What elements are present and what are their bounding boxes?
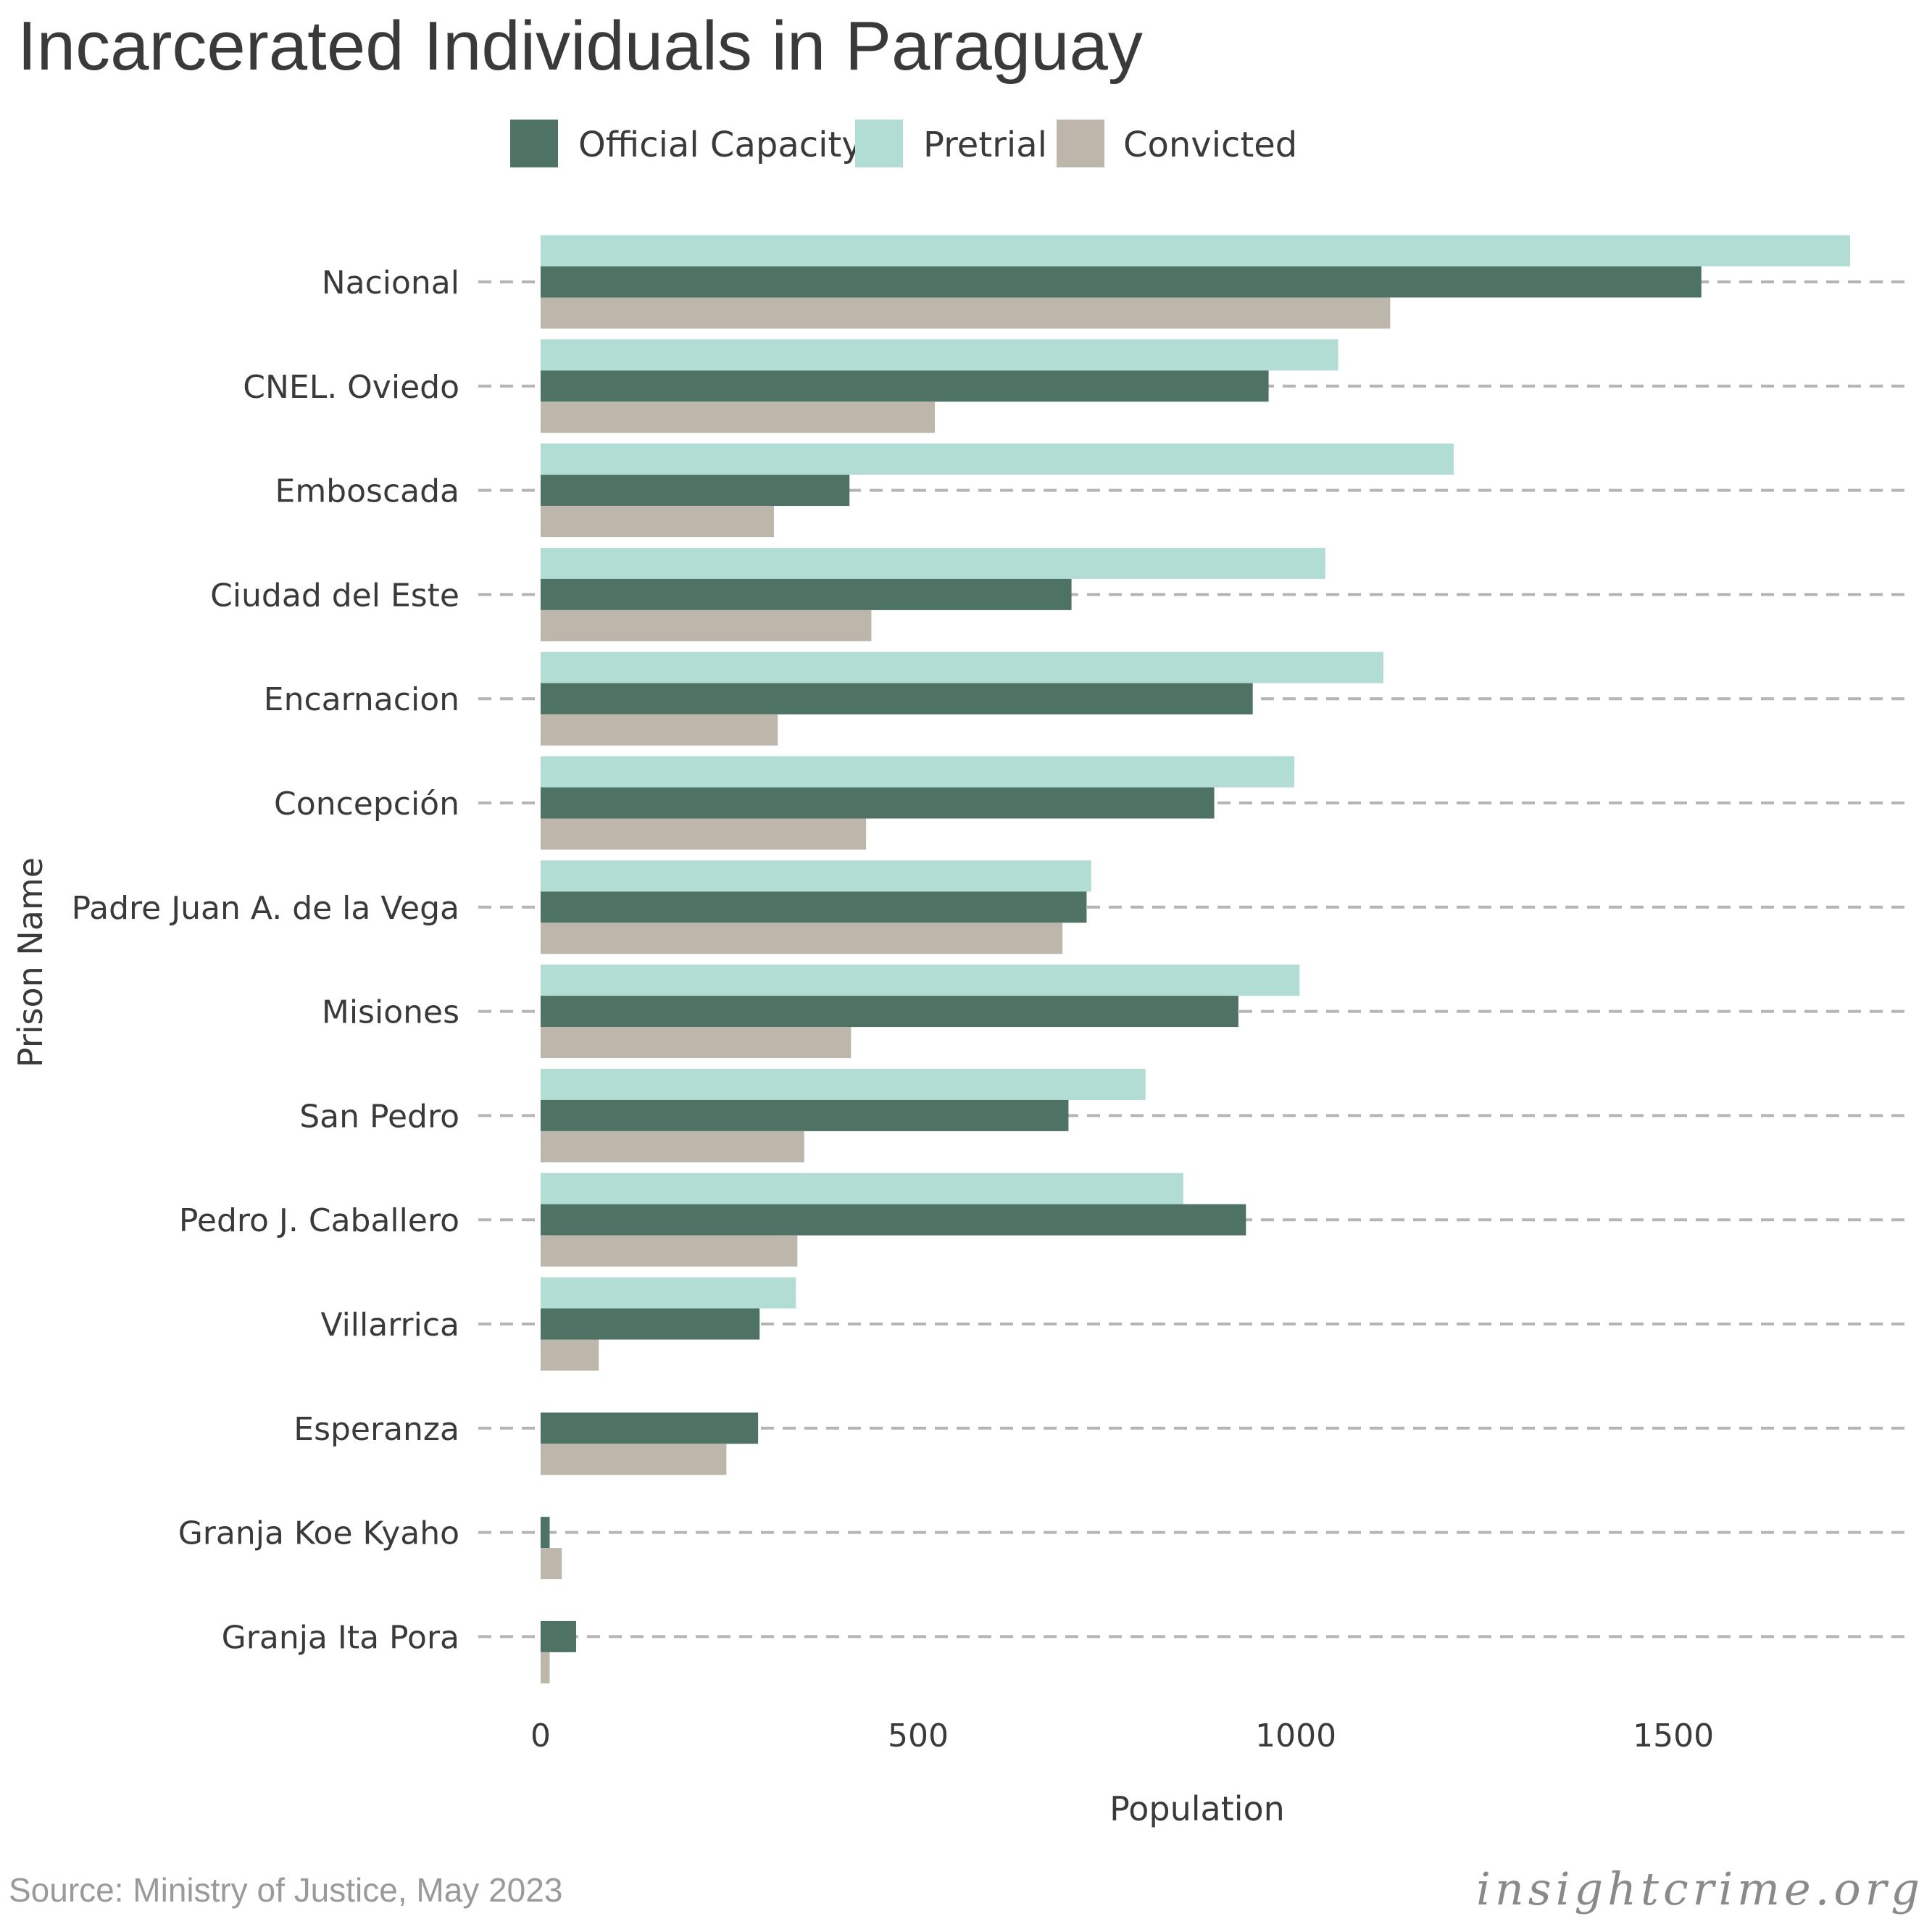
bar-pretrial <box>541 860 1091 892</box>
bar-convicted <box>541 609 872 641</box>
x-tick-label: 1000 <box>1255 1717 1336 1754</box>
bar-convicted <box>541 1131 804 1162</box>
x-axis-title: Population <box>1109 1789 1285 1828</box>
y-axis-title: Prison Name <box>11 857 50 1067</box>
bar-convicted <box>541 714 778 746</box>
legend-swatch <box>1057 120 1104 167</box>
legend-swatch <box>855 120 903 167</box>
bar-convicted <box>541 1235 798 1267</box>
source-note: Source: Ministry of Justice, May 2023 <box>9 1871 562 1909</box>
bar-official-capacity <box>541 1412 759 1444</box>
bar-official-capacity <box>541 266 1702 298</box>
bar-pretrial <box>541 651 1383 683</box>
legend-label: Convicted <box>1123 125 1297 165</box>
bar-official-capacity <box>541 370 1269 402</box>
bar-pretrial <box>541 1277 796 1309</box>
bar-convicted <box>541 1548 562 1580</box>
bar-pretrial <box>541 1173 1183 1204</box>
bar-convicted <box>541 401 935 433</box>
category-label: Encarnacion <box>264 681 459 718</box>
bar-official-capacity <box>541 1620 576 1652</box>
bar-official-capacity <box>541 1099 1069 1131</box>
bar-official-capacity <box>541 683 1253 715</box>
category-label: Granja Koe Kyaho <box>178 1515 459 1552</box>
bar-pretrial <box>541 235 1850 267</box>
bar-official-capacity <box>541 1308 760 1340</box>
bar-convicted <box>541 1027 852 1059</box>
bars <box>541 235 1850 1683</box>
category-labels: Nacional CNEL. Oviedo Emboscada Ciudad del … <box>72 265 459 1656</box>
category-label: San Pedro <box>299 1098 459 1135</box>
category-label: Padre Juan A. de la Vega <box>72 890 459 927</box>
x-tick-label: 0 <box>530 1717 551 1754</box>
category-label: Granja Ita Pora <box>222 1619 459 1656</box>
bar-pretrial <box>541 1068 1146 1100</box>
bar-pretrial <box>541 547 1325 579</box>
bar-convicted <box>541 1444 727 1475</box>
category-label: Nacional <box>322 265 459 301</box>
bar-official-capacity <box>541 578 1072 610</box>
x-tick-label: 500 <box>888 1717 949 1754</box>
bar-pretrial <box>541 756 1295 788</box>
bar-official-capacity <box>541 1204 1246 1236</box>
bar-official-capacity <box>541 787 1215 819</box>
category-label: Misiones <box>322 994 459 1031</box>
category-label: Pedro J. Caballero <box>179 1202 459 1239</box>
bar-convicted <box>541 1652 550 1683</box>
category-label: Ciudad del Este <box>210 577 459 614</box>
bar-convicted <box>541 1339 599 1371</box>
category-label: Villarrica <box>320 1307 459 1344</box>
legend-label: Pretrial <box>923 125 1047 165</box>
x-tick-label: 1500 <box>1633 1717 1714 1754</box>
bar-pretrial <box>541 965 1300 996</box>
bar-official-capacity <box>541 996 1238 1028</box>
category-label: CNEL. Oviedo <box>243 369 459 406</box>
category-label: Esperanza <box>293 1411 459 1448</box>
legend: Official Capacity Pretrial Convicted <box>510 120 1297 167</box>
bar-official-capacity <box>541 1517 550 1549</box>
bar-pretrial <box>541 339 1338 371</box>
legend-label: Official Capacity <box>578 125 862 165</box>
bar-convicted <box>541 297 1391 329</box>
category-label: Concepción <box>274 786 459 823</box>
legend-swatch <box>510 120 558 167</box>
bar-official-capacity <box>541 891 1087 923</box>
bar-convicted <box>541 818 867 850</box>
bar-pretrial <box>541 444 1454 475</box>
brand-watermark: insightcrime.org <box>1476 1862 1924 1915</box>
x-axis-ticks: 0 500 1000 1500 <box>530 1717 1714 1754</box>
category-label: Emboscada <box>275 473 459 510</box>
chart-title: Incarcerated Individuals in Paraguay <box>17 7 1143 85</box>
bar-convicted <box>541 506 775 538</box>
bar-convicted <box>541 923 1063 954</box>
bar-official-capacity <box>541 475 850 507</box>
